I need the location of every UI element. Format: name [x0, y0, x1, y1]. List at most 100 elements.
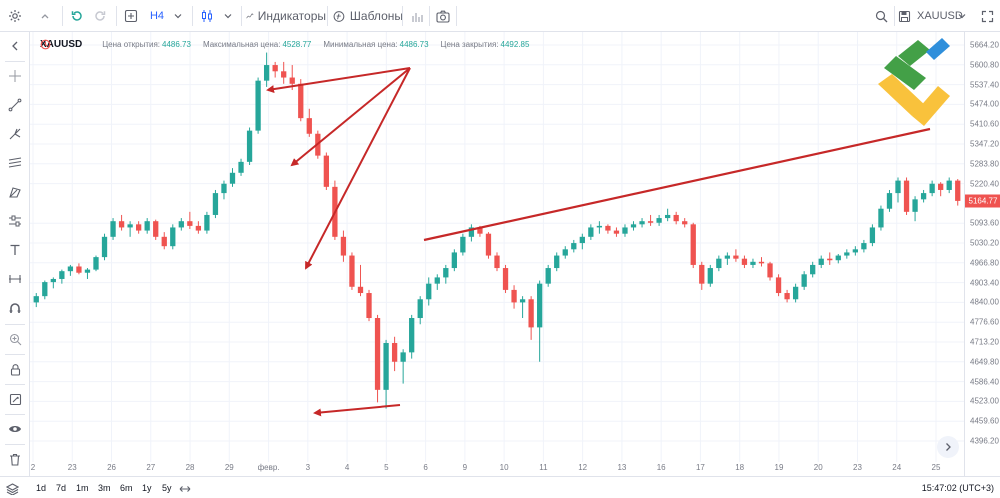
- tools-divider: [5, 414, 25, 415]
- legend-open-value: 4486.73: [162, 40, 191, 49]
- candle-body: [460, 236, 466, 253]
- trash-icon[interactable]: [0, 445, 30, 473]
- candle-body: [502, 268, 509, 290]
- search-icon[interactable]: [870, 0, 892, 32]
- candle-body: [263, 65, 270, 81]
- annotation-trend-line: [423, 127, 931, 242]
- time-axis[interactable]: 2 23 26 27 28 29 февр. 3 4 5 6 9 10 11 12 13 16 17 18 19 20 2…: [30, 462, 964, 476]
- time-label: 13: [617, 463, 627, 472]
- candle-body: [383, 342, 389, 390]
- templates-button[interactable]: Шаблоны: [333, 0, 403, 32]
- chevron-left-icon[interactable]: [0, 32, 30, 60]
- compare-bars-icon[interactable]: [406, 0, 428, 32]
- legend-close-label: Цена закрытия:: [440, 40, 499, 49]
- toolbar-divider: [402, 6, 403, 26]
- price-scale[interactable]: 5664.20 5600.80 5537.40 5474.00 5410.60 5347.…: [964, 32, 1000, 462]
- indicators-icon: [246, 13, 254, 19]
- timeframe-chevron-down-icon[interactable]: [168, 0, 188, 32]
- range-button-7d[interactable]: 7d: [56, 483, 67, 493]
- range-button-6m[interactable]: 6m: [120, 483, 133, 493]
- indicators-button[interactable]: Индикаторы: [246, 0, 326, 32]
- candle-body: [724, 255, 731, 259]
- add-symbol-icon[interactable]: [120, 0, 142, 32]
- candle-body: [485, 233, 492, 256]
- annotation-arrow: [305, 67, 411, 270]
- price-label: 5347.20: [970, 139, 999, 149]
- candle-body: [298, 83, 304, 119]
- annotation-arrow: [290, 67, 411, 167]
- lock-icon[interactable]: [0, 355, 30, 383]
- candle-body: [366, 293, 372, 319]
- collapse-chevron-icon[interactable]: [34, 0, 56, 32]
- candles: [33, 52, 961, 409]
- pattern-icon[interactable]: [0, 178, 30, 206]
- projection-icon[interactable]: [0, 207, 30, 235]
- zoom-in-icon[interactable]: [0, 325, 30, 353]
- text-icon[interactable]: [0, 236, 30, 264]
- candle-body: [67, 266, 74, 272]
- undo-icon[interactable]: [66, 0, 88, 32]
- candle-body: [340, 236, 347, 256]
- range-button-3m[interactable]: 3m: [98, 483, 111, 493]
- scroll-to-realtime-button[interactable]: [937, 436, 959, 458]
- price-label: 5664.20: [970, 40, 999, 50]
- candle-body: [647, 221, 654, 223]
- layout-chevron-down-icon[interactable]: [952, 0, 972, 32]
- time-label: 29: [224, 463, 234, 472]
- price-label: 4396.20: [970, 436, 999, 446]
- time-label: 23: [67, 463, 77, 472]
- time-label: 10: [499, 463, 509, 472]
- range-button-5y[interactable]: 5y: [162, 483, 172, 493]
- range-button-1d[interactable]: 1d: [36, 483, 47, 493]
- save-layout-button[interactable]: XAUUSD: [898, 0, 970, 32]
- candles-chart-type-icon[interactable]: [196, 0, 218, 32]
- candle-body: [844, 252, 850, 256]
- lock-drawings-icon[interactable]: [0, 385, 30, 413]
- axis-corner: [964, 462, 1000, 476]
- crosshair-icon[interactable]: [0, 62, 30, 90]
- time-label: 18: [735, 463, 745, 472]
- range-button-1m[interactable]: 1m: [76, 483, 89, 493]
- pitchfork-icon[interactable]: [0, 120, 30, 148]
- measure-icon[interactable]: [0, 265, 30, 293]
- annotation-arrow: [266, 67, 411, 94]
- candle-body: [195, 225, 202, 231]
- candle-body: [630, 224, 637, 228]
- candle-body: [281, 71, 287, 78]
- magnet-icon[interactable]: [0, 294, 30, 322]
- price-label: 4649.80: [970, 357, 999, 367]
- legend-high-value: 4528.77: [282, 40, 312, 49]
- candle-body: [673, 214, 679, 222]
- legend-low: Минимальная цена: 4486.73: [323, 40, 428, 49]
- toolbar-divider: [116, 6, 117, 26]
- toolbar-divider: [327, 6, 328, 26]
- candlestick-chart[interactable]: [30, 32, 964, 462]
- eye-icon[interactable]: [0, 415, 30, 443]
- indicators-label: Индикаторы: [257, 9, 326, 23]
- trend-line-icon[interactable]: [0, 91, 30, 119]
- candle-body: [323, 155, 330, 187]
- range-button-1y[interactable]: 1y: [142, 483, 152, 493]
- price-label: 4903.40: [970, 278, 999, 288]
- save-icon: [898, 10, 911, 22]
- price-label: 4776.60: [970, 317, 999, 327]
- candle-body: [400, 352, 406, 362]
- settings-gear-icon[interactable]: [4, 0, 26, 32]
- toolbar-divider: [429, 6, 430, 26]
- candle-body: [827, 258, 833, 261]
- chart-pane[interactable]: XAUUSD Цена открытия: 4486.73 Максимальна…: [30, 32, 964, 462]
- date-range-icon[interactable]: [179, 477, 191, 498]
- candle-body: [477, 227, 483, 234]
- chart-type-chevron-down-icon[interactable]: [218, 0, 238, 32]
- layers-icon[interactable]: [5, 477, 20, 498]
- camera-icon[interactable]: [432, 0, 454, 32]
- candle-body: [741, 258, 748, 265]
- candle-body: [920, 193, 927, 200]
- fib-icon[interactable]: [0, 149, 30, 177]
- timeframe-button[interactable]: H4: [146, 0, 168, 32]
- time-label: 6: [423, 463, 428, 472]
- fullscreen-icon[interactable]: [976, 0, 998, 32]
- candle-body: [707, 268, 713, 284]
- candle-body: [229, 172, 236, 184]
- redo-icon[interactable]: [89, 0, 111, 32]
